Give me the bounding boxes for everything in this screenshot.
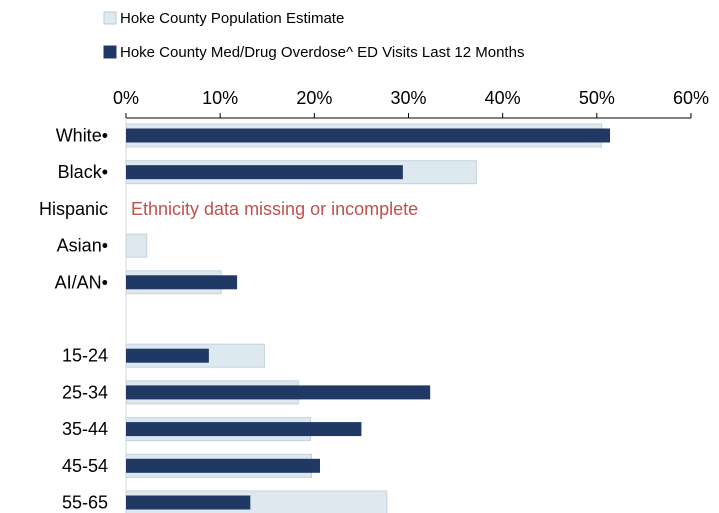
x-tick-label-1: 10% xyxy=(202,88,238,108)
legend-label-1: Hoke County Med/Drug Overdose^ ED Visits… xyxy=(120,44,524,61)
annotation-0: Ethnicity data missing or incomplete xyxy=(131,199,418,219)
x-tick-label-2: 20% xyxy=(296,88,332,108)
bar-ed-visits-6 xyxy=(126,348,209,363)
x-tick-label-5: 50% xyxy=(579,88,615,108)
x-axis: 0% 10% 20% 30% 40% 50% 60% xyxy=(113,88,709,119)
category-label-3: Asian• xyxy=(57,236,108,256)
category-label-2: Hispanic xyxy=(39,199,108,219)
x-tick-label-4: 40% xyxy=(485,88,521,108)
bar-ed-visits-10 xyxy=(126,495,251,510)
legend-swatch-1 xyxy=(103,45,117,59)
bar-ed-visits-8 xyxy=(126,422,362,437)
x-tick-label-6: 60% xyxy=(673,88,709,108)
category-label-1: Black• xyxy=(58,162,108,182)
bar-ed-visits-7 xyxy=(126,385,431,400)
legend: Hoke County Population Estimate Hoke Coun… xyxy=(103,10,524,61)
bar-ed-visits-9 xyxy=(126,458,320,473)
category-label-9: 45-54 xyxy=(62,456,108,476)
bar-population-3 xyxy=(125,233,148,258)
x-tick-label-0: 0% xyxy=(113,88,139,108)
category-labels: White• Black• Hispanic Asian• AI/AN• 15-24 25-… xyxy=(39,126,108,513)
bar-ed-visits-0 xyxy=(126,128,611,143)
category-label-4: AI/AN• xyxy=(55,272,108,292)
bar-ed-visits-1 xyxy=(126,165,403,180)
legend-swatch-0 xyxy=(103,11,117,25)
category-label-8: 35-44 xyxy=(62,419,108,439)
plot-area xyxy=(125,118,611,513)
category-label-7: 25-34 xyxy=(62,382,108,402)
annotations: Ethnicity data missing or incomplete xyxy=(131,199,418,219)
category-label-6: 15-24 xyxy=(62,346,108,366)
bar-ed-visits-4 xyxy=(126,275,238,290)
category-label-10: 55-65 xyxy=(62,493,108,513)
legend-label-0: Hoke County Population Estimate xyxy=(120,10,344,27)
x-tick-label-3: 30% xyxy=(390,88,426,108)
category-label-0: White• xyxy=(56,126,108,146)
